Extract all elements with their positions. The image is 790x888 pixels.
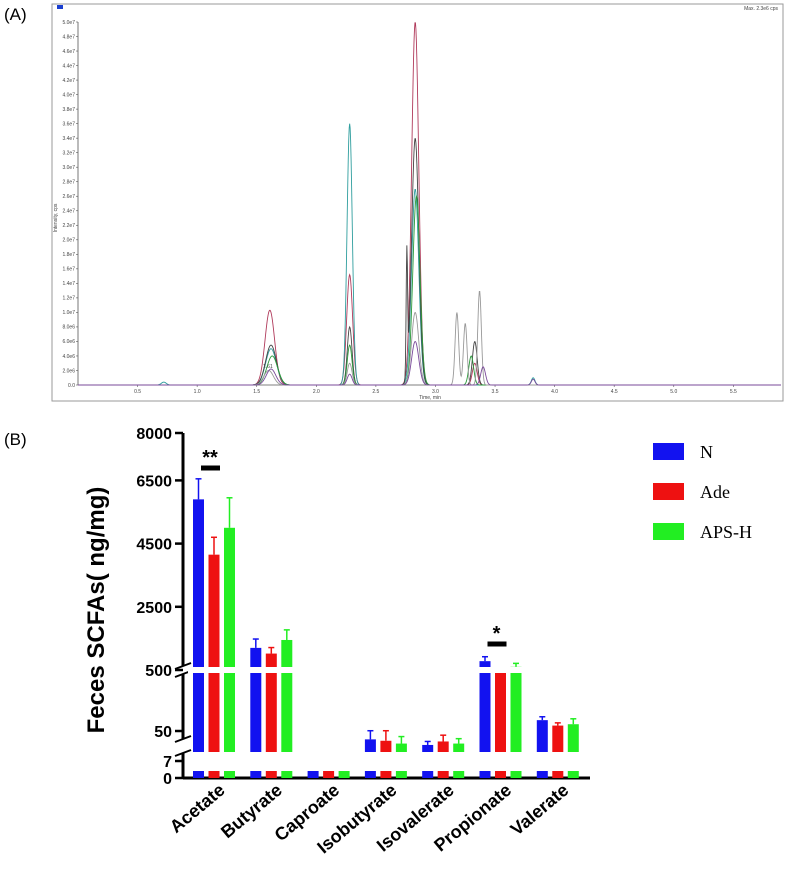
bar-ade-propionate [495,669,506,778]
bar-y-tick-label: 50 [154,724,172,741]
chromatogram-y-tick-label: 4.6e7 [62,49,75,55]
chromatogram-y-axis-label: Intensity, cps [53,203,59,232]
bar-y-tick-label: 2500 [136,600,172,617]
chromatogram-y-tick-label: 8.0e6 [62,325,75,331]
chromatogram-y-tick-label: 2.2e7 [62,223,75,229]
bar-n-acetate [193,499,204,778]
axis-break-mark [174,662,192,670]
chromatogram-y-tick-label: 4.4e7 [62,63,75,69]
chromatogram-y-tick-label: 2.0e6 [62,368,75,374]
legend-label-ade: Ade [700,482,730,502]
chromatogram-y-tick-label: 2.0e7 [62,238,75,244]
window-marker-icon [57,5,63,9]
bar-y-tick-label: 7 [163,754,172,771]
chromatogram-y-tick-label: 2.8e7 [62,180,75,186]
max-intensity-note: Max. 2.3e6 cps [744,6,778,12]
chromatogram-trace-6 [78,341,781,386]
chromatogram-y-tick-label: 1.2e7 [62,296,75,302]
peak-retention-label: 1.61 [263,364,273,370]
chromatogram-y-tick-label: 0.0 [68,383,75,389]
chromatogram-y-tick-label: 5.0e7 [62,20,75,26]
significance-label: * [493,623,501,645]
bar-y-tick-label: 500 [145,663,172,680]
chromatogram-x-tick-label: 5.0 [670,389,677,395]
scfa-bar-chart: Feces SCFAs( ng/mg) 07 50 500 2500 4500 6500 8… [83,426,752,857]
bar-aps-h-butyrate [281,639,293,778]
significance-label: ** [202,447,218,469]
chromatogram-x-tick-label: 3.0 [432,389,439,395]
scale-break-band [188,667,590,673]
chromatogram-x-tick-label: 4.5 [611,389,618,395]
chromatogram-x-axis-label: Time, min [419,395,441,401]
category-label-valerate: Valerate [507,780,573,840]
chromatogram-x-tick-label: 1.0 [194,389,201,395]
chromatogram-y-tick-label: 1.4e7 [62,281,75,287]
chromatogram-y-tick-label: 3.2e7 [62,150,75,156]
chromatogram-chart: Max. 2.3e6 cps Intensity, cps Time, min … [51,3,784,402]
bar-ade-acetate [208,554,220,778]
chromatogram-y-tick-label: 2.4e7 [62,209,75,215]
chromatogram-x-tick-label: 4.0 [551,389,558,395]
bar-ade-valerate [552,725,564,778]
panel-b-label: (B) [4,430,27,449]
chromatogram-y-tick-label: 4.0e7 [62,92,75,98]
chromatogram-y-tick-label: 1.8e7 [62,252,75,258]
bar-ade-butyrate [265,653,277,778]
legend-label-n: N [700,442,713,462]
chromatogram-y-tick-label: 4.0e6 [62,354,75,360]
legend-swatch-aps-h [653,523,684,540]
legend-swatch-ade [653,483,684,500]
chromatogram-x-tick-label: 1.5 [253,389,260,395]
chromatogram-y-tick-label: 1.6e7 [62,267,75,273]
bar-n-butyrate [250,647,262,778]
bar-y-tick-label: 0 [163,771,172,788]
chromatogram-y-tick-label: 4.2e7 [62,78,75,84]
chromatogram-x-tick-label: 3.5 [492,389,499,395]
chromatogram-y-tick-label: 3.6e7 [62,121,75,127]
scale-break-band [188,752,590,771]
bar-y-tick-label: 4500 [136,537,172,554]
chromatogram-y-tick-label: 3.4e7 [62,136,75,142]
axis-break-mark [174,749,192,757]
chromatogram-y-tick-label: 6.0e6 [62,339,75,345]
bar-ade-caproate [323,770,335,778]
bar-aps-h-caproate [338,770,350,778]
chromatogram-y-tick-label: 1.0e7 [62,310,75,316]
bar-n-caproate [307,769,319,778]
bar-y-axis-label: Feces SCFAs( ng/mg) [83,487,110,734]
legend-label-aps-h: APS-H [700,522,752,542]
chromatogram-y-tick-label: 3.0e7 [62,165,75,171]
chromatogram-y-tick-label: 3.8e7 [62,107,75,113]
bar-aps-h-propionate [510,666,522,778]
bar-n-propionate [479,661,491,778]
legend: N Ade APS-H [653,442,752,542]
axis-break-mark [174,735,192,743]
bar-y-tick-label: 8000 [136,426,172,443]
bar-n-valerate [536,720,548,778]
bar-aps-h-valerate [567,724,579,778]
bar-aps-h-acetate [224,527,235,778]
chromatogram-x-tick-label: 0.5 [134,389,141,395]
chromatogram-y-tick-label: 2.6e7 [62,194,75,200]
chromatogram-x-tick-label: 2.5 [372,389,379,395]
chromatogram-x-tick-label: 5.5 [730,389,737,395]
chromatogram-x-tick-label: 2.0 [313,389,320,395]
bar-y-tick-label: 6500 [136,473,172,490]
chromatogram-y-tick-label: 4.8e7 [62,34,75,40]
legend-swatch-n [653,443,684,460]
panel-a-label: (A) [4,5,27,24]
